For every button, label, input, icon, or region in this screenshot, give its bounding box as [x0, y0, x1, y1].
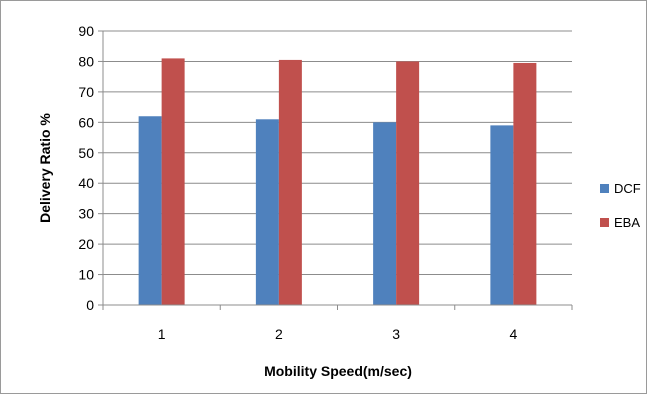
bar-dcf-3	[373, 122, 397, 305]
y-axis-title: Delivery Ratio %	[37, 113, 53, 223]
axes	[98, 30, 573, 310]
y-tick-label: 0	[86, 297, 94, 313]
y-tick-label: 10	[78, 267, 94, 283]
bars	[138, 58, 537, 306]
y-tick-label: 70	[78, 84, 94, 100]
bar-eba-1	[161, 58, 185, 306]
y-tick-label: 60	[78, 114, 94, 130]
x-tick-label: 2	[275, 326, 283, 342]
bar-dcf-1	[138, 116, 162, 305]
bar-eba-4	[513, 62, 537, 305]
bar-eba-2	[278, 59, 302, 305]
legend-label-dcf: DCF	[614, 181, 641, 196]
legend-swatch-eba	[600, 218, 609, 227]
y-tick-label: 50	[78, 145, 94, 161]
y-tick-label: 40	[78, 175, 94, 191]
tick-labels: 0 10 20 30 40 50 60 70 80 90 1 2 3 4	[78, 23, 517, 342]
legend-swatch-dcf	[600, 184, 609, 193]
legend: DCF EBA	[600, 181, 641, 230]
legend-label-eba: EBA	[614, 215, 640, 230]
x-tick-label: 4	[509, 326, 517, 342]
bar-dcf-2	[255, 119, 279, 306]
bar-dcf-4	[490, 125, 514, 305]
y-tick-label: 20	[78, 236, 94, 252]
y-tick-label: 90	[78, 23, 94, 39]
bar-eba-3	[396, 61, 420, 305]
y-tick-label: 30	[78, 206, 94, 222]
x-axis-title: Mobility Speed(m/sec)	[264, 363, 412, 379]
y-tick-label: 80	[78, 53, 94, 69]
x-tick-label: 1	[158, 326, 166, 342]
x-tick-label: 3	[392, 326, 400, 342]
